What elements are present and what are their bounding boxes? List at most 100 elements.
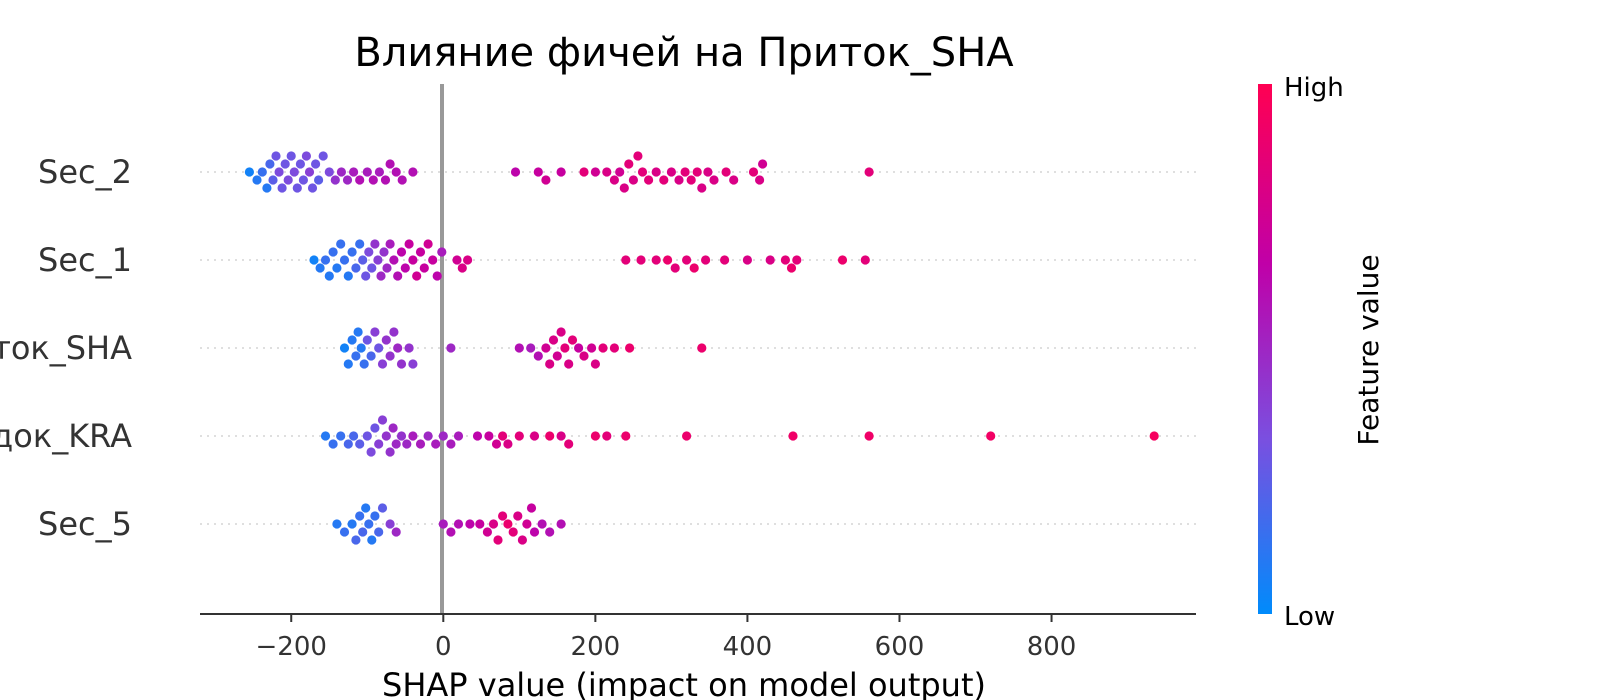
- feature-label: Sec_2: [38, 153, 132, 191]
- colorbar-low-label: Low: [1284, 602, 1335, 632]
- shap-point: [513, 511, 523, 521]
- shap-point: [624, 159, 634, 169]
- shap-point: [609, 175, 620, 185]
- shap-point: [666, 167, 677, 177]
- shap-point: [437, 247, 447, 257]
- shap-point: [493, 535, 503, 545]
- shap-point: [692, 167, 702, 177]
- shap-point: [408, 255, 418, 265]
- shap-point: [351, 535, 361, 545]
- x-tick-label: 0: [435, 632, 452, 662]
- shap-point: [503, 519, 513, 529]
- shap-point: [438, 519, 448, 529]
- shap-point: [697, 183, 707, 193]
- shap-point: [361, 271, 371, 281]
- shap-point: [590, 431, 601, 441]
- shap-point: [446, 343, 456, 353]
- shap-point: [385, 239, 395, 249]
- shap-point: [274, 167, 284, 177]
- shap-point: [556, 431, 566, 441]
- shap-point: [837, 255, 848, 265]
- shap-point: [332, 519, 342, 529]
- shap-point: [353, 327, 363, 337]
- shap-point: [484, 431, 494, 441]
- shap-point: [370, 327, 380, 337]
- shap-point: [533, 167, 543, 177]
- shap-point: [491, 439, 502, 449]
- shap-point: [415, 247, 426, 257]
- shap-point: [465, 519, 475, 529]
- shap-point: [377, 415, 388, 425]
- shap-point: [320, 255, 331, 265]
- shap-point: [396, 247, 407, 257]
- shap-point: [574, 343, 584, 353]
- shap-point: [517, 535, 528, 545]
- shap-point: [343, 439, 353, 449]
- shap-point: [408, 167, 418, 177]
- shap-point: [389, 255, 399, 265]
- feature-labels: Sec_2 Sec_1 Приток_SHA Паводок_KRA Sec_5: [0, 153, 132, 543]
- shap-point: [330, 175, 340, 185]
- x-axis-label: SHAP value (impact on model output): [382, 666, 986, 700]
- shap-point: [423, 239, 433, 249]
- shap-point: [986, 431, 996, 441]
- shap-point: [579, 167, 589, 177]
- shap-point: [537, 519, 547, 529]
- shap-point: [347, 335, 357, 345]
- shap-point: [283, 175, 293, 185]
- shap-point: [564, 439, 574, 449]
- shap-point: [364, 247, 374, 257]
- shap-point: [358, 527, 368, 537]
- shap-point: [438, 431, 448, 441]
- shap-point: [400, 263, 410, 273]
- shap-point: [689, 263, 699, 273]
- shap-point: [351, 351, 361, 361]
- shap-point: [765, 255, 775, 265]
- shap-point: [742, 255, 753, 265]
- shap-point: [556, 167, 566, 177]
- shap-point: [336, 167, 346, 177]
- shap-point: [367, 263, 377, 273]
- shap-point: [556, 327, 566, 337]
- colorbar-high-label: High: [1284, 73, 1344, 103]
- shap-point: [351, 263, 361, 273]
- x-tick-label: −200: [256, 632, 327, 662]
- shap-point: [545, 359, 555, 369]
- shap-point: [320, 431, 331, 441]
- shap-point: [358, 255, 368, 265]
- shap-point: [289, 167, 299, 177]
- shap-point: [602, 167, 612, 177]
- shap-point: [362, 167, 372, 177]
- x-tick-label: 400: [723, 632, 773, 662]
- shap-point: [265, 159, 275, 169]
- shap-point: [786, 263, 797, 273]
- shap-point: [257, 167, 267, 177]
- x-tick-label: 600: [875, 632, 925, 662]
- shap-point: [397, 175, 407, 185]
- shap-point: [788, 431, 798, 441]
- shap-point: [298, 175, 308, 185]
- shap-point: [587, 343, 597, 353]
- shap-point: [391, 439, 401, 449]
- shap-point: [362, 335, 372, 345]
- shap-point: [590, 359, 601, 369]
- shap-point: [419, 263, 429, 273]
- shap-point: [362, 431, 372, 441]
- shap-point: [374, 343, 384, 353]
- shap-point: [244, 167, 254, 177]
- shap-point: [682, 431, 692, 441]
- shap-point: [463, 255, 473, 265]
- shap-point: [792, 255, 802, 265]
- shap-point: [428, 255, 438, 265]
- shap-point: [453, 519, 464, 529]
- shap-point: [336, 239, 346, 249]
- feature-label: Приток_SHA: [0, 329, 132, 367]
- shap-point: [720, 255, 730, 265]
- shap-point: [385, 447, 395, 457]
- shap-point: [339, 527, 350, 537]
- shap-point: [385, 351, 395, 361]
- shap-point: [374, 439, 384, 449]
- shap-point: [393, 271, 403, 281]
- shap-point: [514, 343, 524, 353]
- shap-point: [408, 431, 418, 441]
